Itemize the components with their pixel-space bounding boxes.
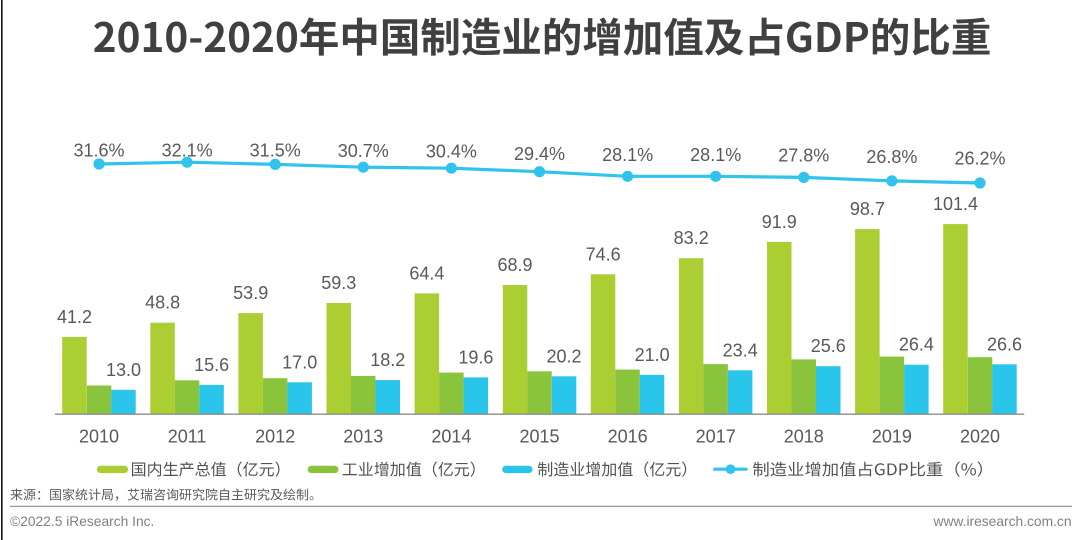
svg-text:2012: 2012 bbox=[255, 427, 295, 447]
svg-text:48.8: 48.8 bbox=[145, 293, 180, 313]
svg-text:©2022.5 iResearch Inc.: ©2022.5 iResearch Inc. bbox=[10, 514, 154, 529]
svg-text:41.2: 41.2 bbox=[57, 307, 92, 327]
svg-text:2020: 2020 bbox=[960, 427, 1000, 447]
svg-text:21.0: 21.0 bbox=[635, 345, 670, 365]
svg-text:98.7: 98.7 bbox=[850, 199, 885, 219]
svg-text:28.1%: 28.1% bbox=[602, 145, 653, 165]
svg-text:27.8%: 27.8% bbox=[778, 146, 829, 166]
svg-text:26.2%: 26.2% bbox=[954, 149, 1005, 169]
svg-text:18.2: 18.2 bbox=[370, 350, 405, 370]
svg-text:26.8%: 26.8% bbox=[866, 147, 917, 167]
svg-text:26.6: 26.6 bbox=[987, 334, 1022, 354]
svg-text:59.3: 59.3 bbox=[321, 273, 356, 293]
svg-text:30.7%: 30.7% bbox=[338, 141, 389, 161]
svg-text:2011: 2011 bbox=[168, 427, 207, 447]
svg-text:19.6: 19.6 bbox=[458, 347, 493, 367]
svg-text:2015: 2015 bbox=[519, 427, 559, 447]
svg-text:13.0: 13.0 bbox=[106, 360, 141, 380]
svg-text:26.4: 26.4 bbox=[899, 335, 934, 355]
svg-text:68.9: 68.9 bbox=[497, 255, 532, 275]
svg-text:2017: 2017 bbox=[696, 427, 736, 447]
svg-text:2014: 2014 bbox=[431, 427, 471, 447]
svg-text:17.0: 17.0 bbox=[282, 352, 317, 372]
svg-text:91.9: 91.9 bbox=[762, 212, 797, 232]
svg-text:32.1%: 32.1% bbox=[162, 141, 213, 161]
svg-text:30.4%: 30.4% bbox=[426, 142, 477, 162]
svg-text:20.2: 20.2 bbox=[546, 346, 581, 366]
svg-text:2018: 2018 bbox=[784, 427, 824, 447]
svg-text:15.6: 15.6 bbox=[194, 355, 229, 375]
svg-text:74.6: 74.6 bbox=[586, 244, 621, 264]
svg-text:23.4: 23.4 bbox=[723, 340, 758, 360]
svg-text:83.2: 83.2 bbox=[674, 228, 709, 248]
svg-text:64.4: 64.4 bbox=[409, 263, 444, 283]
svg-text:29.4%: 29.4% bbox=[514, 144, 565, 164]
svg-text:2010: 2010 bbox=[79, 427, 119, 447]
svg-text:31.6%: 31.6% bbox=[73, 141, 124, 161]
svg-text:2019: 2019 bbox=[872, 427, 912, 447]
svg-text:www.iresearch.com.cn: www.iresearch.com.cn bbox=[932, 514, 1071, 529]
svg-text:53.9: 53.9 bbox=[233, 283, 268, 303]
svg-text:2013: 2013 bbox=[343, 427, 383, 447]
svg-text:2016: 2016 bbox=[608, 427, 648, 447]
svg-text:25.6: 25.6 bbox=[811, 336, 846, 356]
svg-text:31.5%: 31.5% bbox=[250, 141, 301, 161]
svg-text:101.4: 101.4 bbox=[933, 194, 978, 214]
svg-text:28.1%: 28.1% bbox=[690, 145, 741, 165]
